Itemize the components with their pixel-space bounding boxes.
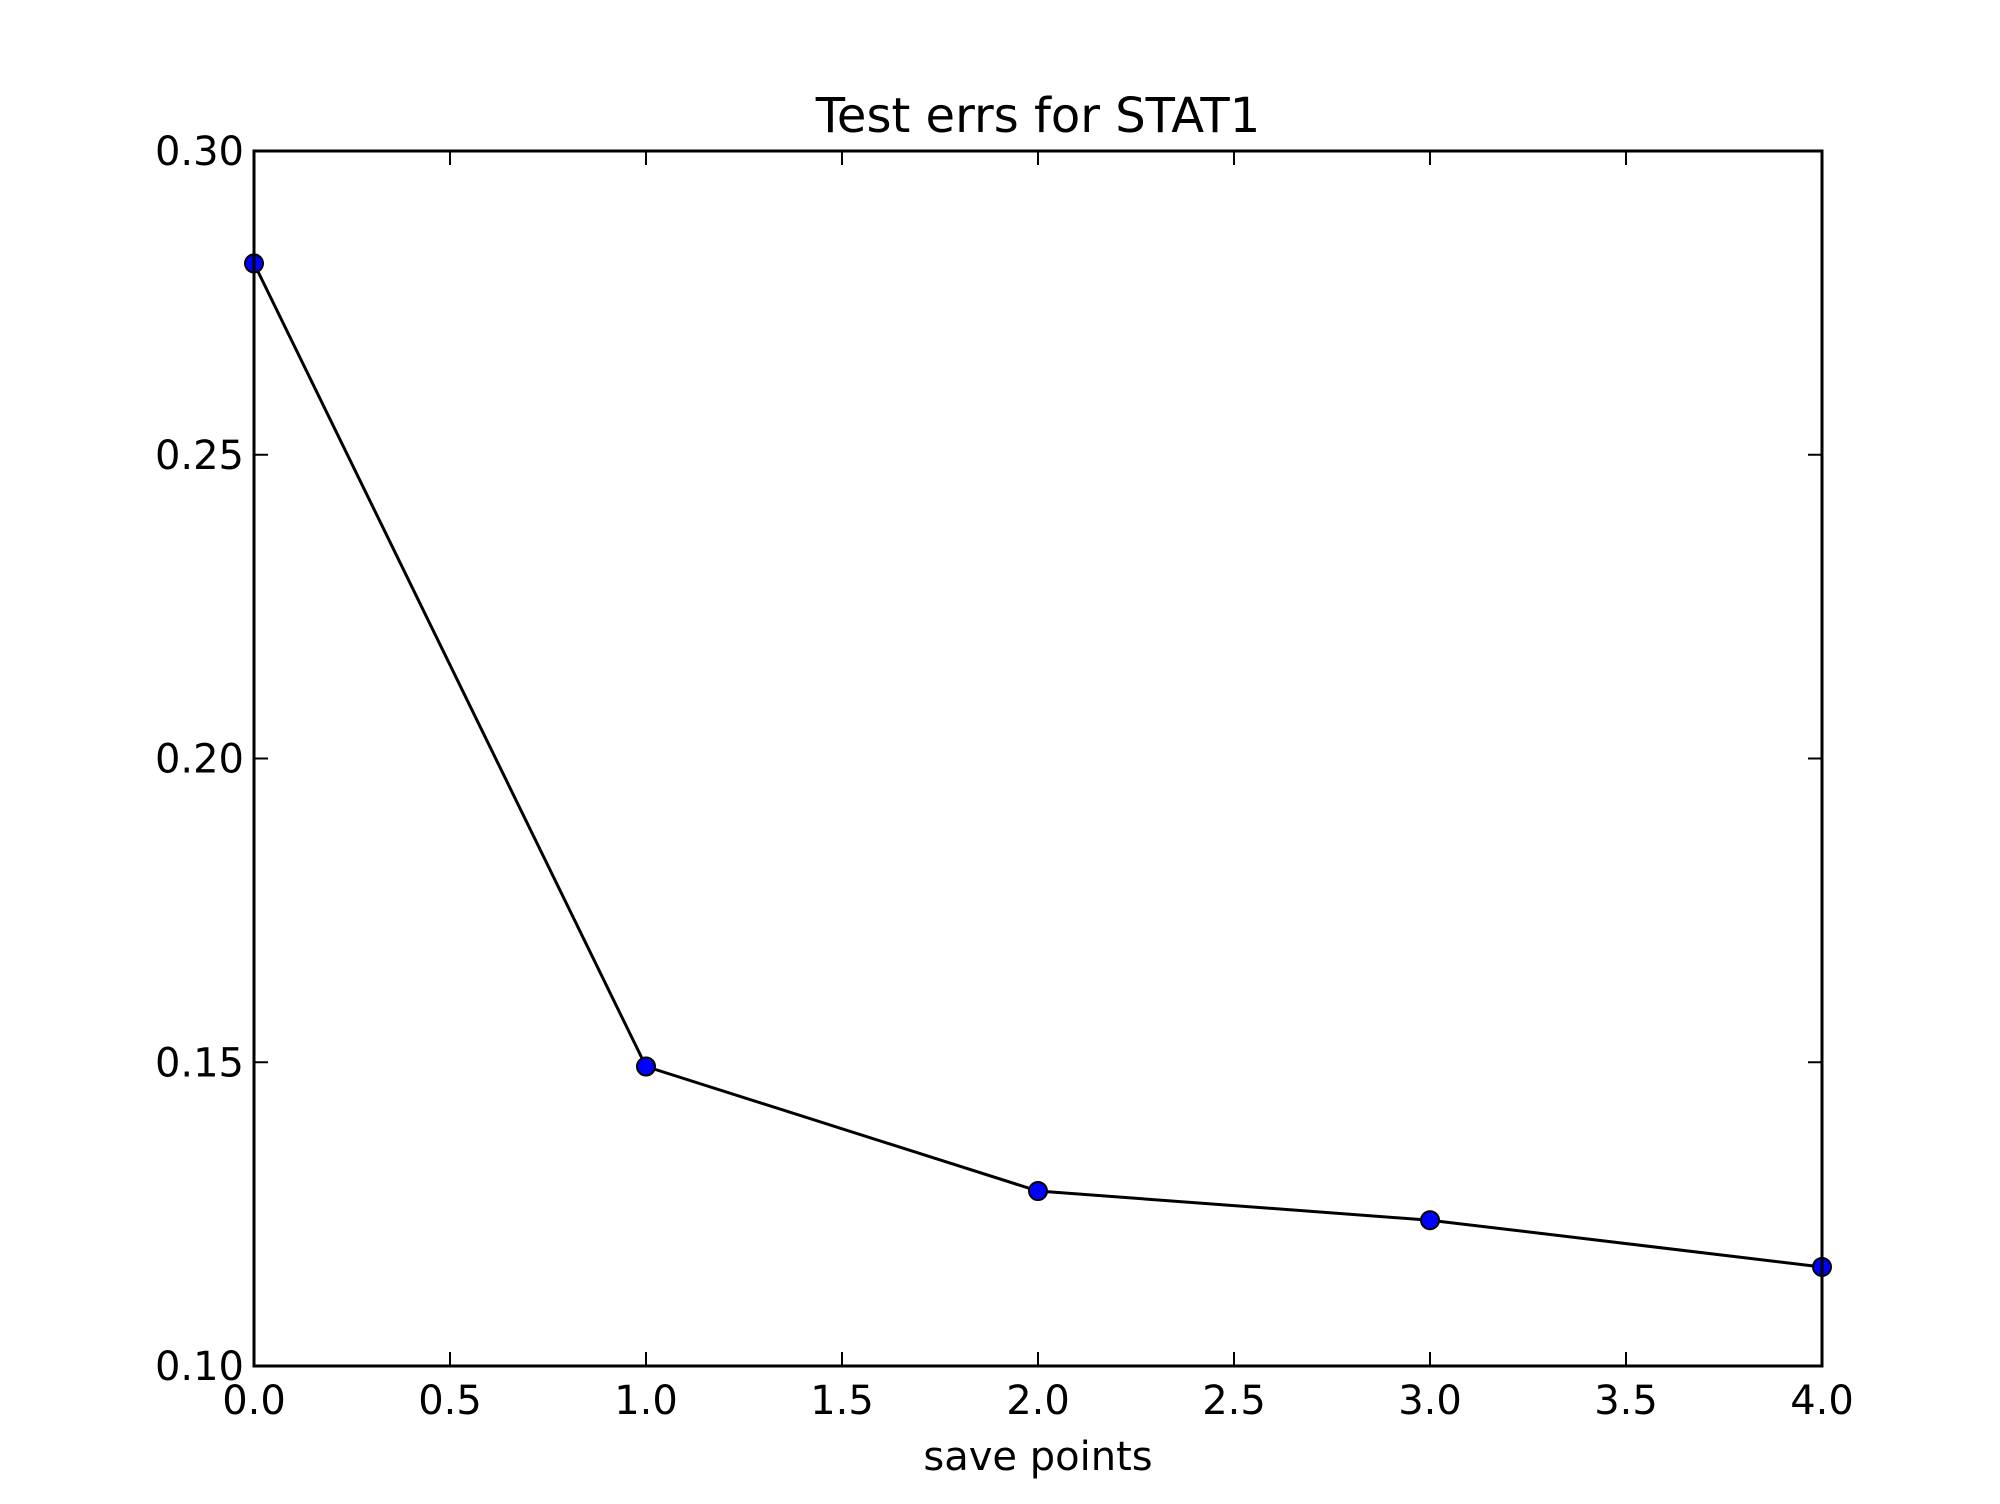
x-tick-label: 1.0: [614, 1378, 678, 1424]
data-point: [636, 1056, 656, 1077]
plot-area-frame: [252, 149, 1824, 1368]
y-tick-label: 0.20: [155, 737, 244, 783]
x-tick-label: 2.0: [1006, 1378, 1070, 1424]
x-tick-label: 3.0: [1398, 1378, 1462, 1424]
y-tick-label: 0.25: [155, 433, 244, 479]
data-point: [1028, 1181, 1048, 1202]
tick-labels: 0.0 0.5 1.0 1.5 2.0 2.5 3.0 3.5 4.0 0.10 0.15 0.20 0…: [155, 129, 1854, 1424]
y-tick-label: 0.15: [155, 1040, 244, 1086]
x-tick-label: 0.0: [222, 1378, 286, 1424]
x-tick-label: 0.5: [418, 1378, 482, 1424]
y-tick-label: 0.30: [155, 129, 244, 175]
x-tick-label: 3.5: [1594, 1378, 1658, 1424]
x-tick-label: 4.0: [1790, 1378, 1854, 1424]
y-tick-label: 0.10: [155, 1344, 244, 1390]
data-point: [1420, 1210, 1440, 1231]
x-tick-label: 1.5: [810, 1378, 874, 1424]
x-tick-label: 2.5: [1202, 1378, 1266, 1424]
x-axis-label: save points: [923, 1434, 1152, 1480]
chart-title: Test errs for STAT1: [815, 88, 1261, 144]
